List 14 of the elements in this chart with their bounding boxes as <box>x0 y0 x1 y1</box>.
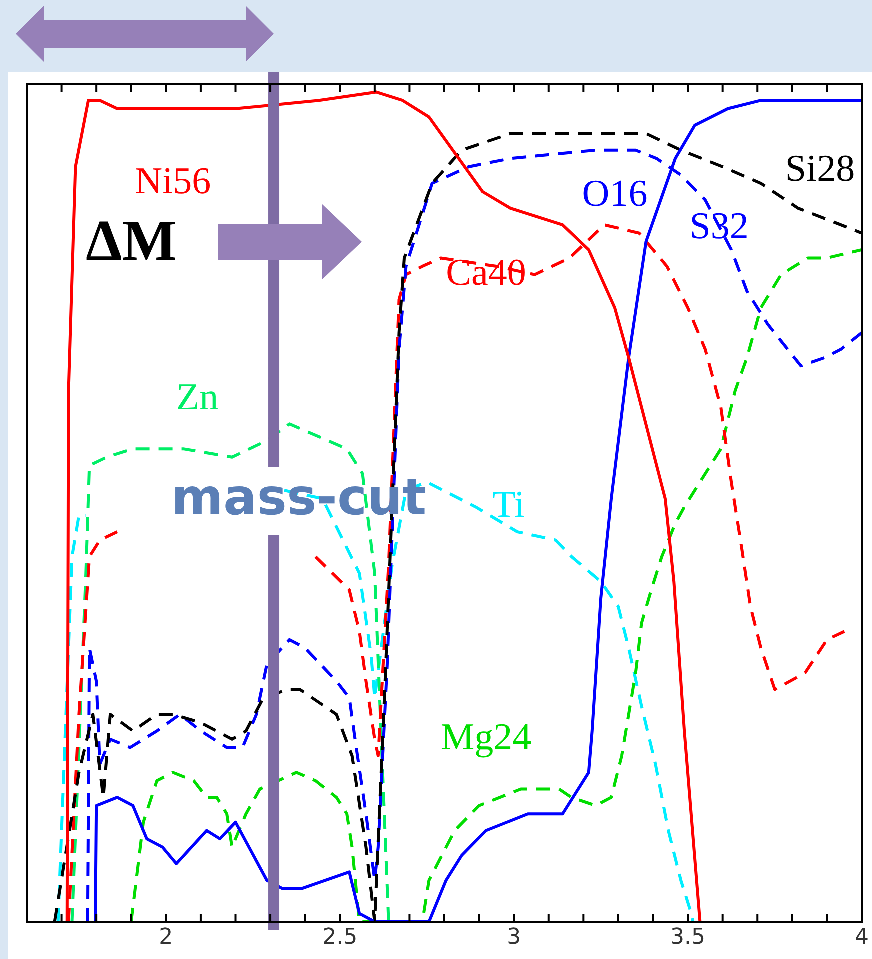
series-label: Ni56 <box>135 160 212 203</box>
x-tick-label: 4 <box>855 924 869 950</box>
series-label: O16 <box>582 172 648 215</box>
series-label: Si28 <box>785 148 856 190</box>
x-tick-label: 3 <box>507 924 522 950</box>
x-tick-label: 2.5 <box>322 924 358 950</box>
series-label: S32 <box>690 205 749 248</box>
series-label: Ca40 <box>446 252 526 294</box>
x-tick-label: 2 <box>159 924 174 950</box>
series-label: Mg24 <box>440 716 532 758</box>
series-label: Zn <box>176 376 219 418</box>
series-label: Ti <box>492 484 526 526</box>
annotation: ΔM <box>86 208 178 273</box>
x-tick-label: 3.5 <box>670 924 706 950</box>
